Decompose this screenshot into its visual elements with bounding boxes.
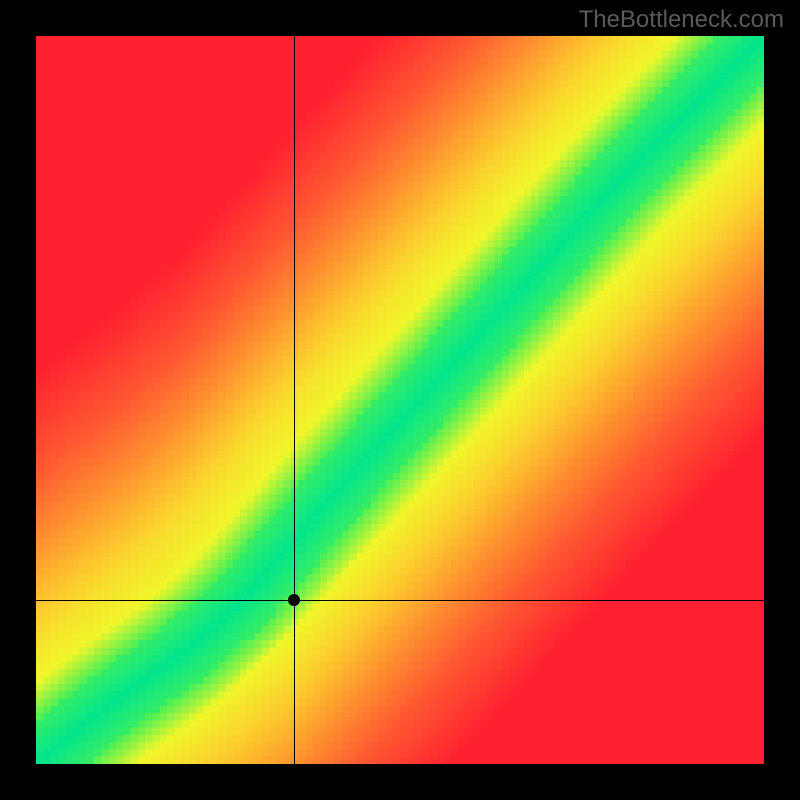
chart-container: TheBottleneck.com: [0, 0, 800, 800]
attribution-text: TheBottleneck.com: [579, 6, 784, 34]
plot-area: [36, 36, 764, 764]
crosshair-vertical: [294, 36, 295, 764]
crosshair-horizontal: [36, 600, 764, 601]
heatmap-canvas: [36, 36, 764, 764]
marker-dot: [288, 594, 300, 606]
